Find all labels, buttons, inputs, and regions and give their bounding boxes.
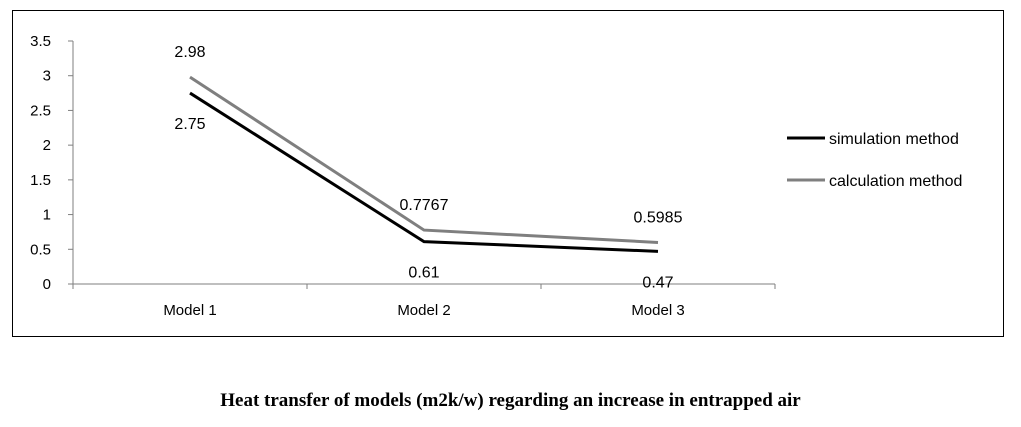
- y-tick-label: 0: [43, 276, 51, 293]
- y-tick-label: 3.5: [30, 33, 51, 50]
- chart-frame: [12, 10, 1004, 337]
- series-line-simulation: [189, 91, 659, 253]
- x-tick-label: Model 3: [631, 302, 684, 319]
- data-label: 2.75: [174, 116, 205, 133]
- x-tick-label: Model 1: [163, 302, 216, 319]
- legend-label: calculation method: [829, 173, 962, 190]
- data-label: 0.5985: [634, 209, 683, 226]
- y-tick-label: 2.5: [30, 102, 51, 119]
- legend-label: simulation method: [829, 131, 959, 148]
- y-tick-label: 3: [43, 68, 51, 85]
- y-tick-label: 0.5: [30, 241, 51, 258]
- y-tick-label: 2: [43, 137, 51, 154]
- y-tick-label: 1: [43, 207, 51, 224]
- data-label: 0.47: [642, 274, 673, 291]
- data-label: 0.7767: [400, 197, 449, 214]
- series-line-calculation: [189, 75, 659, 244]
- data-label: 2.98: [174, 44, 205, 61]
- figure-caption: Heat transfer of models (m2k/w) regardin…: [220, 390, 801, 411]
- data-label: 0.61: [408, 265, 439, 282]
- x-tick-label: Model 2: [397, 302, 450, 319]
- y-tick-label: 1.5: [30, 172, 51, 189]
